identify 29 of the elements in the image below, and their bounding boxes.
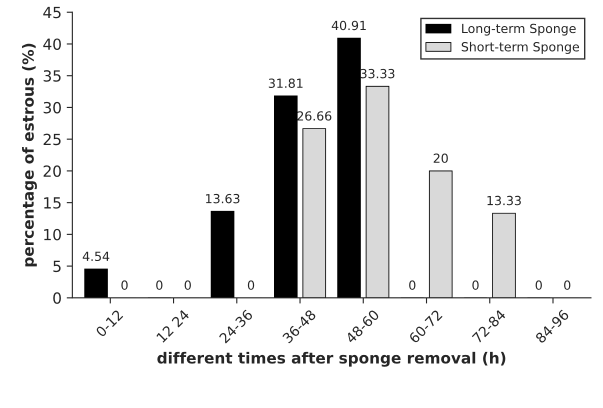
y-tick-label: 10 xyxy=(44,228,61,240)
data-label: 0 xyxy=(536,280,542,290)
y-tick-label: 40 xyxy=(43,38,61,50)
data-label: 20 xyxy=(434,153,448,163)
data-label: 0 xyxy=(121,280,128,290)
y-tick-label: 15 xyxy=(44,197,61,209)
data-label: 0 xyxy=(248,280,254,290)
y-tick-label: 35 xyxy=(44,70,61,82)
data-label: 31.81 xyxy=(268,78,303,88)
data-label: 13.33 xyxy=(487,196,521,206)
data-label: 40.91 xyxy=(332,20,366,30)
legend-label: Short-term Sponge xyxy=(462,42,580,54)
y-axis-title: percentage of estrous (%) xyxy=(22,44,37,266)
data-label: 0 xyxy=(184,280,191,290)
y-tick-label: 45 xyxy=(43,6,61,18)
x-tick-label: 12 24 xyxy=(156,308,190,343)
data-label: 0 xyxy=(564,280,570,290)
legend-label: Long-term Sponge xyxy=(462,24,576,36)
x-axis-title: different times after sponge removal (h) xyxy=(157,352,506,367)
data-label: 4.54 xyxy=(82,252,110,262)
y-tick-label: 5 xyxy=(53,260,61,272)
data-label: 0 xyxy=(472,280,479,290)
y-tick-label: 20 xyxy=(44,165,61,177)
data-label: 0 xyxy=(156,280,162,290)
y-tick-label: 30 xyxy=(44,102,61,114)
data-label: 13.63 xyxy=(206,194,240,204)
data-label: 0 xyxy=(409,280,416,290)
y-tick-label: 0 xyxy=(53,292,61,304)
y-tick-label: 25 xyxy=(44,134,61,146)
